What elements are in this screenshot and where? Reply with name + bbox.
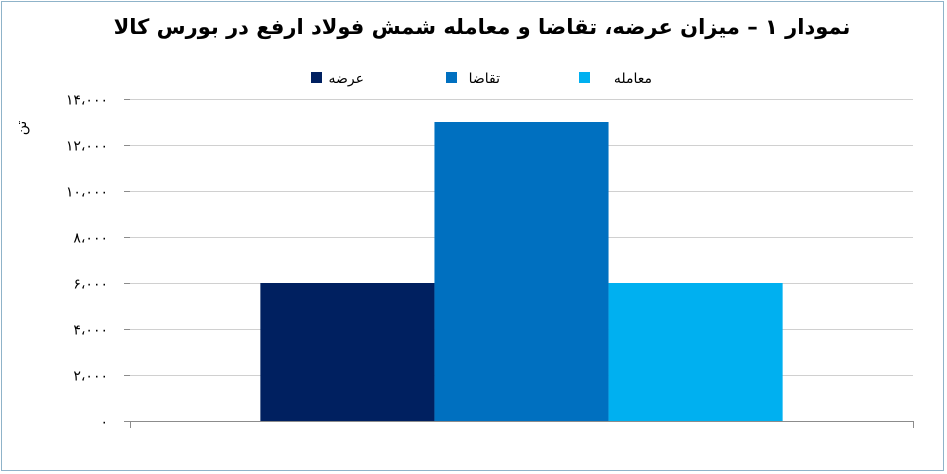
legend-label: عرضه	[329, 71, 364, 87]
y-tick-labels: ۰ ۲،۰۰۰ ۴،۰۰۰ ۶،۰۰۰ ۸،۰۰۰ ۱۰،۰۰۰ ۱۲،۰۰۰ ۱۴،۰۰۰	[66, 93, 108, 431]
y-tick-label: ۲،۰۰۰	[73, 369, 108, 385]
y-tick-label: ۱۴،۰۰۰	[66, 93, 108, 109]
chart-title: نمودار ۱ – میزان عرضه، تقاضا و معامله شم…	[114, 15, 851, 39]
y-tick-label: ۱۲،۰۰۰	[66, 139, 108, 155]
y-tick-label: ۰	[100, 415, 108, 431]
bar-series-1	[260, 283, 435, 421]
legend-label: معامله	[614, 71, 652, 87]
bars	[260, 122, 783, 421]
legend-swatch	[311, 72, 322, 83]
y-tick-label: ۴،۰۰۰	[73, 323, 108, 339]
legend-swatch	[579, 72, 590, 83]
y-tick-label: ۸،۰۰۰	[73, 231, 108, 247]
bar-series-3	[608, 283, 783, 421]
y-tick-label: ۶،۰۰۰	[73, 277, 108, 293]
legend-label: تقاضا	[469, 71, 501, 87]
legend: عرضه تقاضا معامله	[311, 71, 652, 87]
y-axis-unit: تن	[14, 121, 30, 136]
y-tick-label: ۱۰،۰۰۰	[66, 185, 108, 201]
legend-swatch	[446, 72, 457, 83]
bar-series-2	[434, 122, 609, 421]
